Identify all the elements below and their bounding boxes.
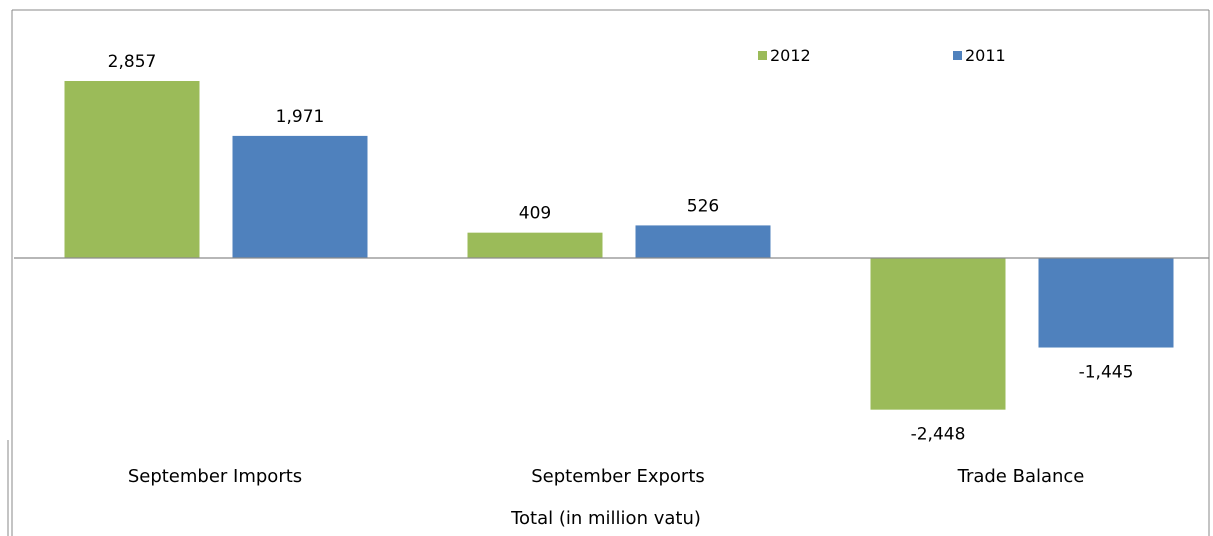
bar-2011-3: [1038, 258, 1174, 348]
legend: 2012 2011: [758, 46, 1006, 65]
data-label-2012-1: 2,857: [108, 52, 157, 72]
bar-2011-2: [635, 225, 771, 258]
x-axis-title: Total (in million vatu): [510, 508, 701, 529]
data-label-2012-2: 409: [519, 204, 551, 224]
data-label-2011-1: 1,971: [276, 107, 325, 127]
legend-label-2011: 2011: [965, 46, 1006, 65]
legend-label-2012: 2012: [770, 46, 811, 65]
data-label-2011-3: -1,445: [1079, 363, 1134, 383]
category-label-1: September Imports: [128, 466, 302, 487]
data-label-2011-2: 526: [687, 196, 719, 216]
legend-swatch-2012: [758, 51, 767, 60]
bar-2012-3: [870, 258, 1006, 410]
bar-2012-1: [64, 81, 200, 258]
bar-2011-1: [232, 135, 368, 258]
bar-2012-2: [467, 232, 603, 258]
legend-swatch-2011: [953, 51, 962, 60]
category-labels-layer: September Imports September Exports Trade …: [128, 466, 1085, 487]
category-label-2: September Exports: [531, 466, 705, 487]
category-label-3: Trade Balance: [957, 466, 1085, 487]
value-labels-layer: 2,857 409 -2,448 1,971 526 -1,445: [108, 52, 1134, 445]
bars-layer: [64, 81, 1174, 410]
data-label-2012-3: -2,448: [911, 425, 966, 445]
